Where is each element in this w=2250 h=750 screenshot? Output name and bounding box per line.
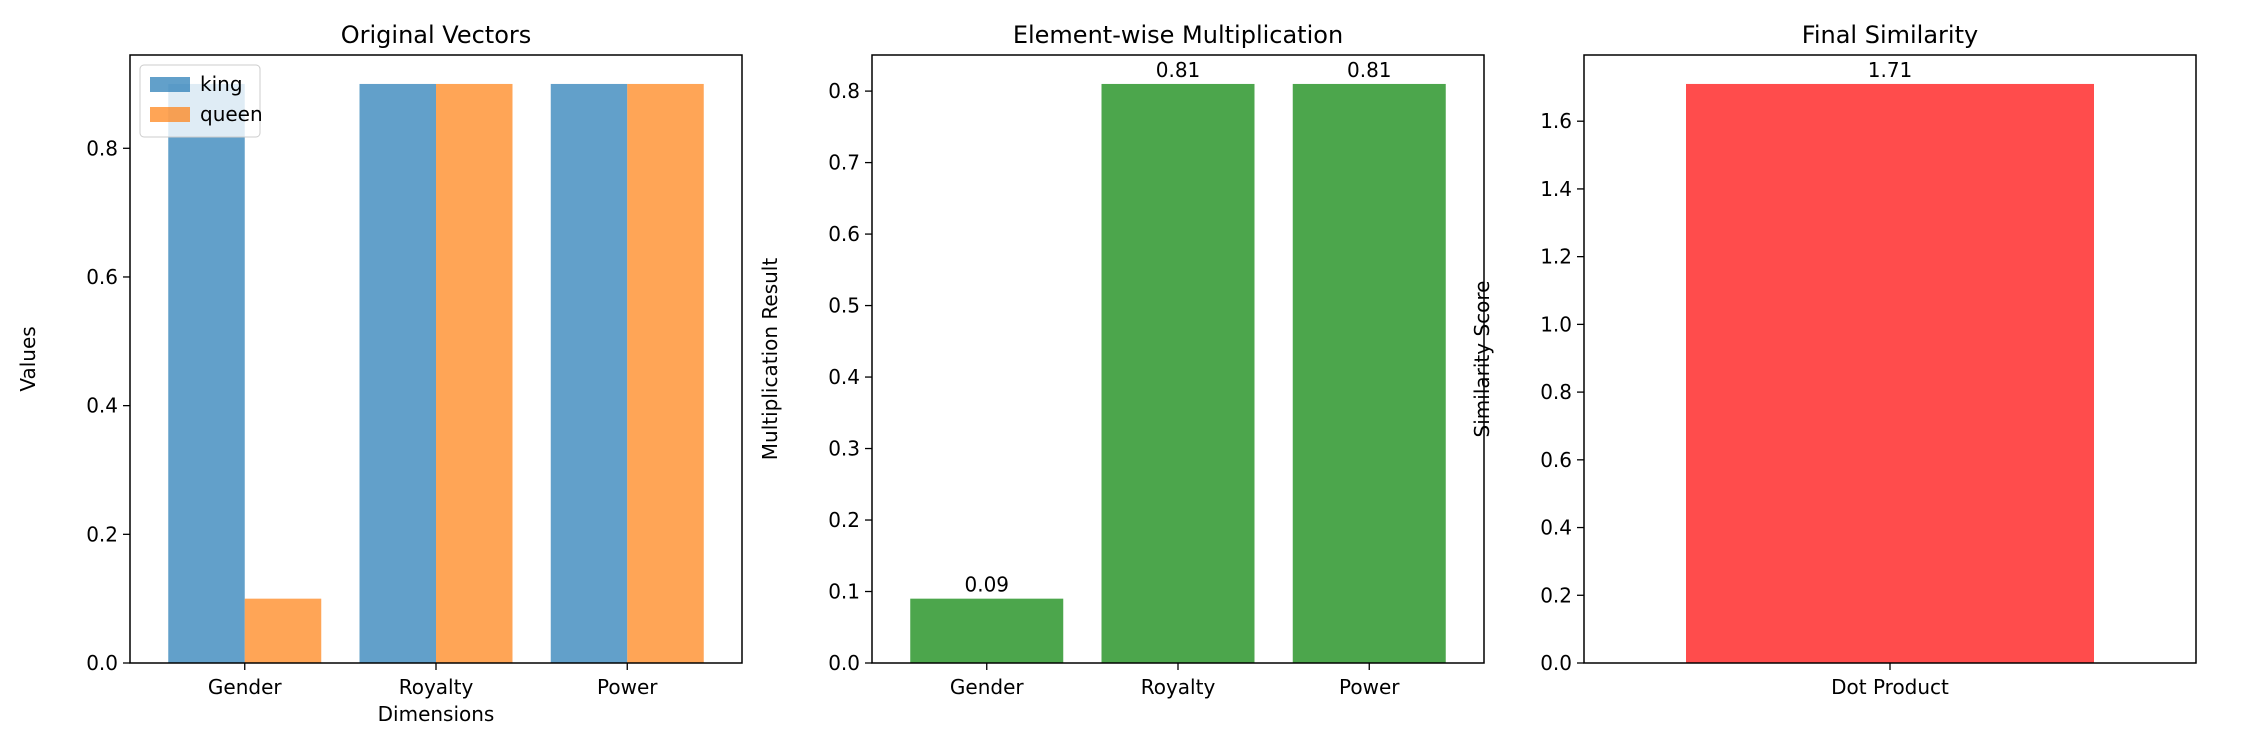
y-tick-label: 0.8 xyxy=(828,79,860,103)
chart-title: Element-wise Multiplication xyxy=(1013,21,1343,49)
x-tick-label: Power xyxy=(1339,675,1400,699)
y-tick-label: 0.2 xyxy=(828,508,860,532)
legend-swatch-king xyxy=(150,77,190,92)
bar-queen-royalty xyxy=(436,83,513,663)
chart-panel-1: 0.0 0.2 0.4 0.6 0.8 Gender Royalty Power Origina… xyxy=(16,21,743,726)
data-label: 0.81 xyxy=(1156,58,1201,82)
y-tick-label: 0.4 xyxy=(1540,516,1572,540)
bar-power xyxy=(1292,83,1446,663)
legend-label-queen: queen xyxy=(200,102,263,126)
x-tick-label: Dot Product xyxy=(1831,675,1949,699)
bar-gender xyxy=(910,598,1064,663)
bar-king-gender xyxy=(168,83,245,663)
data-label: 1.71 xyxy=(1868,58,1913,82)
y-tick-label: 1.2 xyxy=(1540,245,1572,269)
x-tick-label: Gender xyxy=(950,675,1024,699)
y-tick-label: 0.8 xyxy=(1540,380,1572,404)
bar-king-power xyxy=(550,83,628,663)
bar-royalty xyxy=(1101,83,1255,663)
y-tick-label: 0.0 xyxy=(828,651,860,675)
x-tick-label: Royalty xyxy=(1141,675,1216,699)
bar-queen-power xyxy=(627,83,704,663)
x-tick-label: Royalty xyxy=(399,675,474,699)
y-tick-label: 0.4 xyxy=(86,394,118,418)
y-tick-label: 0.5 xyxy=(828,294,860,318)
y-tick-label: 0.2 xyxy=(86,522,118,546)
x-tick-label: Power xyxy=(597,675,658,699)
y-tick-label: 0.0 xyxy=(86,651,118,675)
chart-panel-2: 0.09 0.81 0.81 0.0 0.1 0.2 0.3 0.4 0.5 0.6 0.7 0.8 G… xyxy=(758,21,1485,699)
y-tick-label: 0.6 xyxy=(86,265,118,289)
y-tick-label: 0.4 xyxy=(828,365,860,389)
chart-title: Final Similarity xyxy=(1802,21,1978,49)
x-tick-label: Gender xyxy=(208,675,282,699)
x-axis-label: Dimensions xyxy=(378,702,495,726)
data-label: 0.09 xyxy=(964,573,1009,597)
y-tick-label: 0.6 xyxy=(1540,448,1572,472)
y-tick-label: 0.7 xyxy=(828,151,860,175)
y-tick-label: 0.3 xyxy=(828,437,860,461)
y-tick-label: 1.4 xyxy=(1540,177,1572,201)
y-tick-label: 0.2 xyxy=(1540,583,1572,607)
data-label: 0.81 xyxy=(1347,58,1392,82)
y-axis-label: Similarity Score xyxy=(1470,281,1494,438)
bar-queen-gender xyxy=(244,598,322,663)
y-tick-label: 1.0 xyxy=(1540,312,1572,336)
bar-dot-product xyxy=(1686,83,2094,663)
y-axis-label: Multiplication Result xyxy=(758,258,782,461)
legend-label-king: king xyxy=(200,72,243,96)
y-tick-label: 0.8 xyxy=(86,136,118,160)
y-axis-label: Values xyxy=(16,326,40,391)
chart-panel-3: 1.71 0.0 0.2 0.4 0.6 0.8 1.0 1.2 1.4 1.6 Dot Produ… xyxy=(1470,21,2197,699)
y-tick-label: 1.6 xyxy=(1540,109,1572,133)
y-tick-label: 0.6 xyxy=(828,222,860,246)
legend-swatch-queen xyxy=(150,107,190,122)
chart-title: Original Vectors xyxy=(341,21,532,49)
y-tick-label: 0.1 xyxy=(828,580,860,604)
y-tick-label: 0.0 xyxy=(1540,651,1572,675)
bar-king-royalty xyxy=(359,83,436,663)
